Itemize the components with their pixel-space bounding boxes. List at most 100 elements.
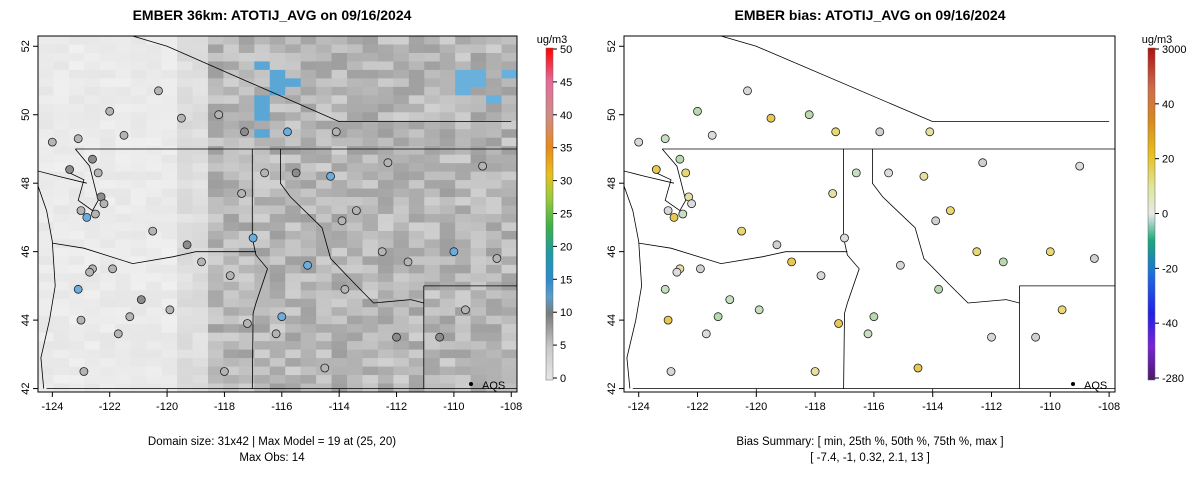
grid-cell xyxy=(486,197,503,207)
grid-cell xyxy=(362,230,379,241)
site-marker xyxy=(693,106,702,116)
grid-cell xyxy=(207,332,225,342)
grid-cell xyxy=(130,188,147,198)
grid-cell xyxy=(99,146,116,156)
grid-cell xyxy=(424,341,441,351)
grid-cell xyxy=(130,349,147,359)
grid-cell xyxy=(362,61,379,71)
grid-cell xyxy=(486,358,503,368)
grid-cell xyxy=(408,256,425,266)
grid-cell xyxy=(501,256,517,266)
grid-cell xyxy=(238,146,255,156)
bias-sites xyxy=(634,86,1099,376)
grid-cell xyxy=(192,44,209,54)
site-marker xyxy=(277,312,287,322)
grid-cell xyxy=(393,332,410,342)
grid-cell xyxy=(501,52,517,63)
grid-cell xyxy=(486,307,503,317)
grid-cell xyxy=(455,375,472,385)
grid-cell xyxy=(84,137,101,147)
grid-cell xyxy=(223,61,240,71)
grid-cell xyxy=(486,36,503,46)
grid-cell xyxy=(377,69,394,79)
grid-cell xyxy=(38,222,55,232)
grid-cell xyxy=(408,214,425,224)
grid-cell xyxy=(238,103,255,113)
grid-cell xyxy=(424,44,441,54)
grid-cell xyxy=(254,129,271,139)
site-marker xyxy=(681,168,691,178)
grid-cell xyxy=(347,230,364,241)
grid-cell xyxy=(300,307,317,317)
site-marker xyxy=(403,257,413,267)
grid-cell xyxy=(161,332,178,342)
grid-cell xyxy=(470,324,487,334)
max-obs-summary: Max Obs: 14 xyxy=(239,452,305,464)
site-marker xyxy=(934,284,943,294)
grid-cell xyxy=(300,239,317,249)
grid-cell xyxy=(161,349,178,359)
grid-cell xyxy=(38,61,55,71)
grid-cell xyxy=(161,264,178,274)
grid-cell xyxy=(501,154,517,164)
grid-cell xyxy=(393,171,410,181)
grid-cell xyxy=(130,332,147,342)
grid-cell xyxy=(53,273,70,283)
grid-cell xyxy=(192,247,209,257)
grid-cell xyxy=(439,171,456,181)
grid-cell xyxy=(269,349,286,359)
grid-cell xyxy=(393,137,410,147)
site-marker xyxy=(340,284,350,294)
grid-cell xyxy=(84,180,101,190)
grid-cell xyxy=(130,86,147,96)
grid-cell xyxy=(331,86,348,96)
grid-cell xyxy=(377,264,394,274)
site-marker xyxy=(219,367,229,376)
grid-cell xyxy=(38,163,55,173)
grid-cell xyxy=(408,341,425,351)
grid-cell xyxy=(254,230,271,241)
grid-cell xyxy=(177,366,194,376)
grid-cell xyxy=(177,61,194,71)
grid-cell xyxy=(68,290,85,300)
grid-cell xyxy=(408,129,425,139)
grid-cell xyxy=(285,197,302,207)
colorbar-tick-label: 40 xyxy=(560,110,572,122)
grid-cell xyxy=(347,290,364,300)
site-marker xyxy=(840,233,849,243)
grid-cell xyxy=(393,307,410,317)
bias-map-panel: EMBER bias: ATOTIJ_AVG on 09/16/2024 -12… xyxy=(606,7,1186,464)
x-tick-label: -114 xyxy=(922,401,943,413)
grid-cell xyxy=(207,256,225,266)
site-marker xyxy=(303,260,313,270)
grid-cell xyxy=(254,239,271,249)
grid-cell xyxy=(130,112,147,122)
grid-cell xyxy=(439,307,456,317)
grid-cell xyxy=(53,120,70,130)
grid-cell xyxy=(377,341,394,351)
grid-cell xyxy=(347,112,364,122)
grid-cell xyxy=(38,137,55,147)
grid-cell xyxy=(316,44,333,54)
grid-cell xyxy=(130,324,147,334)
grid-cell xyxy=(501,315,517,325)
grid-cell xyxy=(238,332,255,342)
grid-cell xyxy=(501,332,517,342)
site-marker xyxy=(65,165,74,174)
grid-cell xyxy=(393,222,410,232)
grid-cell xyxy=(424,188,441,198)
grid-cell xyxy=(53,290,70,300)
grid-cell xyxy=(408,222,425,232)
grid-cell xyxy=(68,61,85,71)
grid-cell xyxy=(300,247,317,257)
grid-cell xyxy=(408,103,425,113)
grid-cell xyxy=(470,44,487,54)
site-marker xyxy=(863,329,873,339)
site-marker xyxy=(165,305,175,315)
grid-cell xyxy=(501,112,517,122)
grid-cell xyxy=(146,366,163,376)
grid-cell xyxy=(377,281,394,291)
grid-cell xyxy=(377,239,394,249)
grid-cell xyxy=(53,163,70,173)
